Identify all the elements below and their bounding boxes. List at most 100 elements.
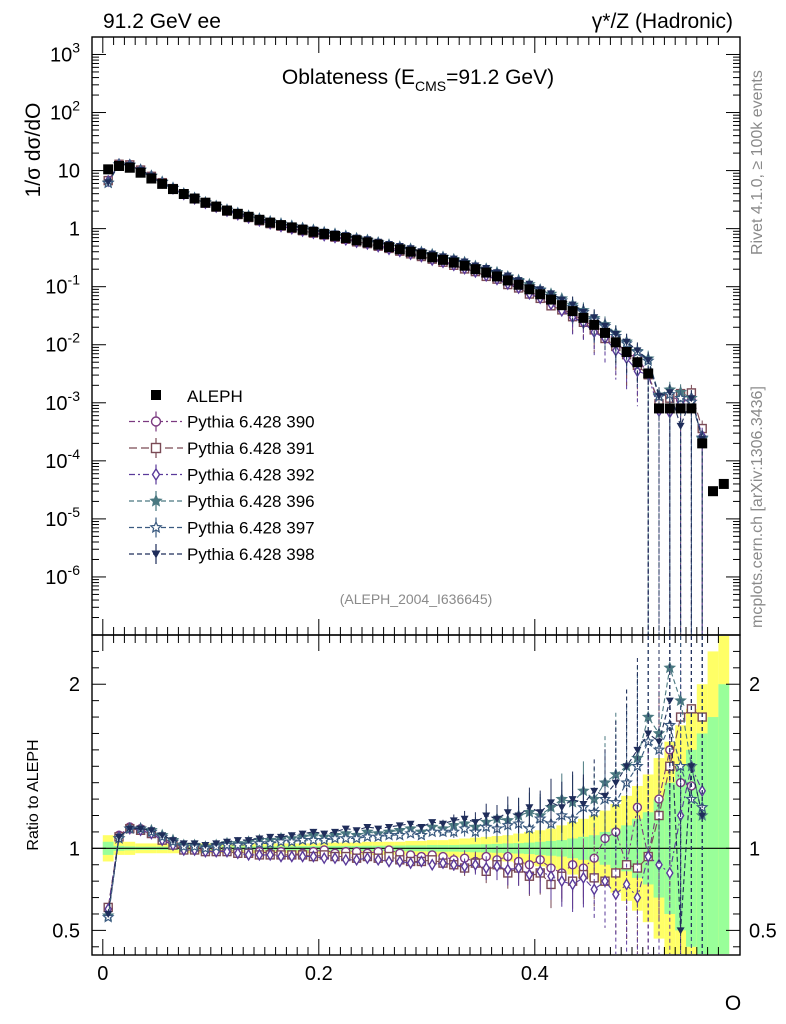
ratio-point: [350, 831, 363, 844]
ratio-point: [363, 824, 372, 831]
ratio-point: [361, 830, 374, 843]
y-tick-exponent: 3: [72, 39, 80, 55]
tick-labels: 0 0.2 0.410310210110-110-210-310-410-510-6…: [45, 39, 777, 985]
ratio-point: [611, 887, 620, 901]
ratio-point: [201, 842, 210, 850]
y-tick-exponent: -3: [68, 388, 81, 404]
ratio-point: [309, 850, 318, 863]
aleph-point: [686, 403, 697, 414]
aleph-point: [362, 237, 373, 248]
aleph-point: [351, 235, 362, 246]
ratio-point: [471, 858, 480, 872]
ratio-point: [644, 850, 653, 863]
ratio-axis-label: Ratio to ALEPH: [25, 739, 42, 850]
ratio-series-4: [101, 636, 709, 954]
ratio-point: [158, 832, 167, 840]
legend-marker: [150, 442, 162, 454]
ratio-point: [244, 848, 253, 862]
aleph-point: [373, 239, 384, 250]
ratio-point: [415, 828, 428, 841]
mcplots-label: mcplots.cern.ch [arXiv:1306.3436]: [749, 386, 766, 628]
y-tick-base: 10: [45, 509, 67, 531]
ratio-point: [385, 824, 393, 831]
legend-label: Pythia 6.428 390: [187, 413, 315, 432]
ratio-point: [665, 866, 674, 880]
legend-label: Pythia 6.428 392: [187, 466, 315, 485]
series-point: [557, 296, 566, 304]
ratio-point: [425, 825, 439, 838]
x-tick-label: 0.4: [521, 963, 549, 985]
y-tick-label: 10-4: [45, 446, 80, 473]
ratio-point: [169, 837, 177, 845]
aleph-point: [254, 214, 265, 225]
ratio-series-5: [104, 636, 707, 954]
ratio-point: [263, 836, 277, 849]
series-line: [107, 163, 703, 439]
ratio-point: [287, 832, 296, 840]
plot-title-sub: CMS: [415, 78, 446, 94]
ratio-point: [557, 804, 566, 812]
ratio-point: [460, 860, 469, 873]
plot-title-end: =91.2 GeV): [446, 66, 554, 89]
ratio-tick-label-right: 1: [749, 838, 760, 860]
series-point: [568, 301, 577, 309]
ratio-point: [341, 825, 350, 833]
ratio-point: [622, 878, 631, 891]
ratio-point: [233, 837, 242, 845]
ratio-point: [385, 855, 393, 868]
ratio-point: [417, 824, 426, 831]
ratio-point: [665, 697, 674, 705]
aleph-point: [265, 217, 276, 228]
legend-label-aleph: ALEPH: [187, 387, 243, 406]
y-tick-base: 10: [45, 451, 67, 473]
legend-label: Pythia 6.428 391: [187, 439, 315, 458]
ratio-point: [579, 871, 588, 885]
ratio-point: [331, 828, 339, 836]
y-tick-label: 10-3: [45, 388, 80, 415]
ratio-point: [523, 822, 536, 834]
ratio-point: [557, 874, 566, 888]
ratio-point: [482, 861, 491, 875]
ratio-point: [428, 819, 437, 827]
aleph-point: [124, 162, 135, 173]
ratio-point: [317, 833, 331, 846]
ratio-point: [482, 812, 491, 820]
aleph-point: [146, 173, 157, 184]
ratio-point: [382, 828, 396, 841]
series-point: [687, 395, 696, 403]
y-tick-exponent: -6: [68, 562, 81, 578]
aleph-point: [200, 197, 211, 208]
aleph-point: [513, 279, 524, 290]
ratio-point: [406, 856, 415, 870]
ratio-point: [395, 822, 404, 830]
aleph-point: [222, 205, 232, 216]
ratio-point: [458, 822, 471, 834]
y-tick-exponent: -2: [68, 330, 81, 346]
ratio-point: [449, 817, 458, 825]
ratio-point: [274, 835, 288, 848]
ratio-point: [436, 825, 450, 838]
series-point: [579, 308, 588, 316]
aleph-point: [319, 228, 330, 239]
aleph-point: [243, 211, 254, 222]
aleph-point: [535, 289, 546, 300]
y-tick-base: 10: [50, 103, 72, 125]
aleph-point: [664, 403, 675, 414]
aleph-point: [654, 403, 664, 414]
analysis-tag: (ALEPH_2004_I636645): [340, 591, 493, 607]
ratio-tick-label: 2: [69, 674, 80, 696]
series-point: [655, 392, 663, 400]
y-tick-exponent: -4: [68, 446, 81, 462]
ratio-series-3: [101, 636, 709, 954]
ratio-tick-label: 0.5: [52, 920, 80, 942]
ratio-uncertainty-bands: [92, 636, 740, 954]
aleph-point: [297, 224, 308, 235]
ratio-point: [525, 868, 534, 881]
ratio-point: [439, 820, 447, 828]
y-tick-label: 10-2: [45, 330, 80, 357]
ratio-point: [352, 853, 361, 867]
axis-ticks: [92, 36, 740, 955]
plot-title-main: Oblateness (E: [282, 66, 415, 89]
aleph-point: [502, 275, 513, 286]
aleph-point: [524, 284, 535, 295]
